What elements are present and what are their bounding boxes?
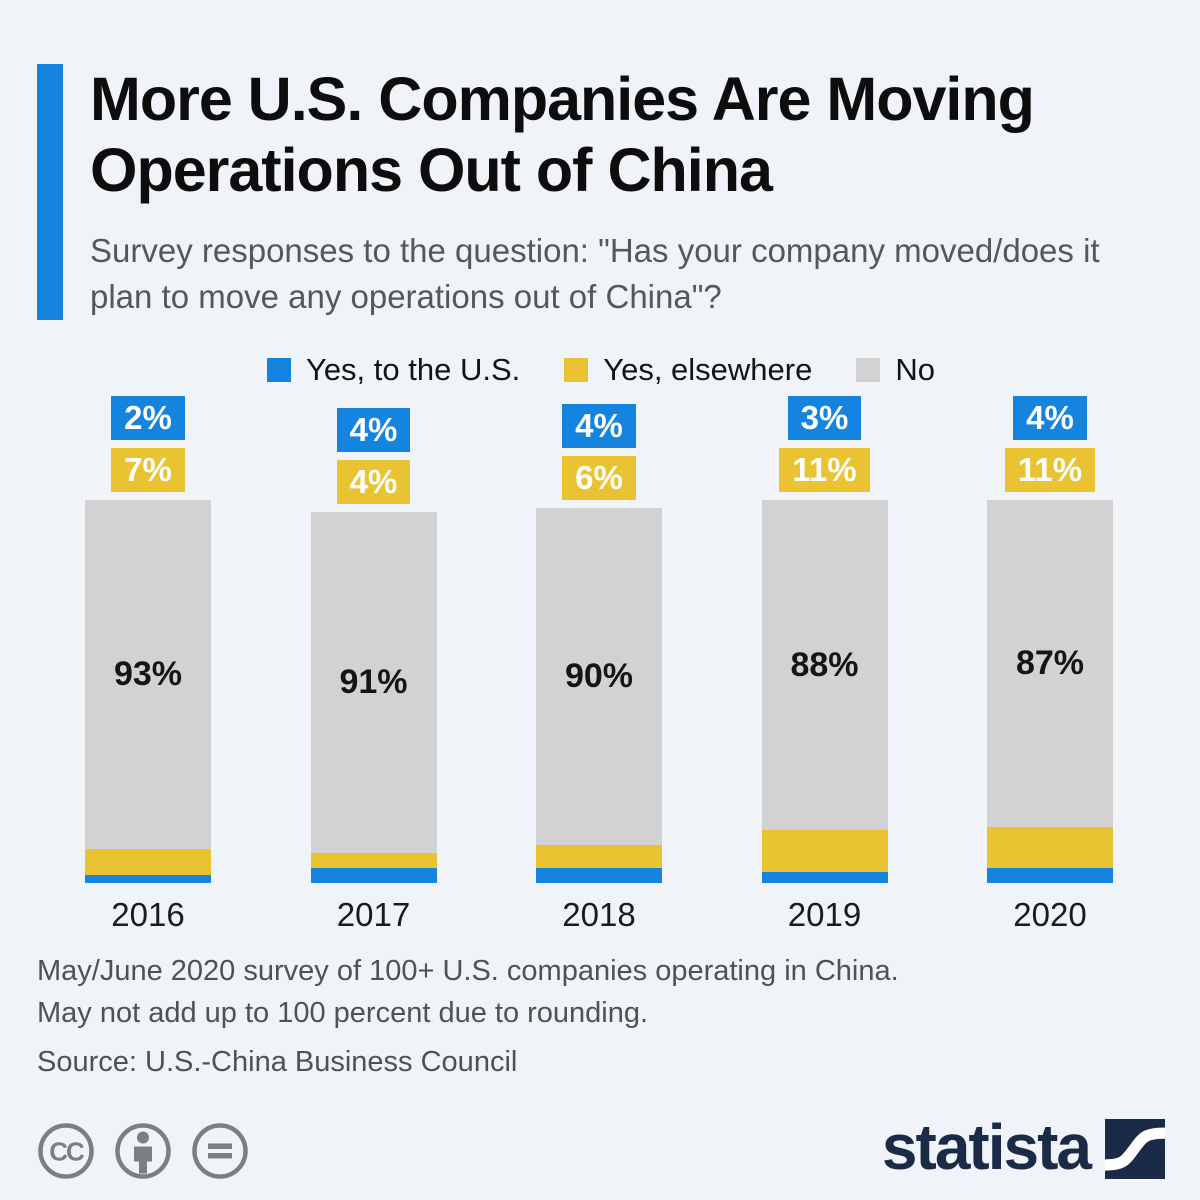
year-label-2020: 2020 <box>1013 895 1087 933</box>
legend-item-yes-elsewhere: Yes, elsewhere <box>564 352 812 388</box>
license-icons: CC <box>37 1122 249 1180</box>
bar-segment-us <box>761 871 888 883</box>
bar-segment-us <box>536 867 662 883</box>
bar-segment-no: 87% <box>987 500 1113 827</box>
bottom-row: CC statista <box>37 1111 1166 1187</box>
footer-note-2: May not add up to 100 percent due to rou… <box>37 996 649 1029</box>
bar-callout-elsewhere: 11% <box>779 448 870 493</box>
attribution-icon <box>114 1122 172 1180</box>
header: More U.S. Companies Are Moving Operation… <box>37 64 1165 320</box>
year-label-2019: 2019 <box>787 895 862 933</box>
bar-callout-us: 4% <box>336 407 411 452</box>
legend-swatch-gray <box>856 357 881 382</box>
bar-segment-elsewhere <box>536 845 662 868</box>
legend: Yes, to the U.S. Yes, elsewhere No <box>37 352 1165 388</box>
header-text: More U.S. Companies Are Moving Operation… <box>90 64 1100 320</box>
page-title: More U.S. Companies Are Moving Operation… <box>90 64 1100 206</box>
cc-icon: CC <box>37 1122 95 1180</box>
bar-segment-no: 93% <box>85 500 211 850</box>
bar-value-no: 87% <box>1015 644 1085 682</box>
legend-item-no: No <box>856 352 935 388</box>
year-label-2018: 2018 <box>562 895 636 933</box>
bar-segment-no: 88% <box>761 500 888 831</box>
bar-segment-no: 90% <box>536 507 662 846</box>
statista-logo-text: statista <box>881 1111 1092 1184</box>
statista-logo: statista <box>881 1111 1166 1187</box>
bar-segment-no: 91% <box>310 511 437 853</box>
legend-swatch-blue <box>266 357 291 382</box>
bar-segment-elsewhere <box>761 830 888 872</box>
bar-value-no: 90% <box>564 657 634 696</box>
bar-callout-elsewhere: 11% <box>1004 448 1096 493</box>
bar-callout-us: 3% <box>787 396 862 441</box>
bar-segment-us <box>85 875 211 883</box>
bar-callout-us: 4% <box>1013 396 1087 441</box>
statista-logo-mark <box>1104 1118 1166 1184</box>
bar-column-2016: 2% 7% 93% 2016 <box>85 396 211 934</box>
svg-text:CC: CC <box>49 1137 85 1167</box>
legend-label: Yes, elsewhere <box>603 351 813 387</box>
title-line-2: Operations Out of China <box>90 135 773 204</box>
bar-callout-us: 2% <box>111 396 185 441</box>
bar-callout-elsewhere: 7% <box>111 448 185 493</box>
accent-bar <box>37 64 63 320</box>
subtitle: Survey responses to the question: "Has y… <box>90 231 1100 315</box>
bar-value-no: 88% <box>790 645 859 684</box>
footer: May/June 2020 survey of 100+ U.S. compan… <box>37 950 1165 1083</box>
legend-label: Yes, to the U.S. <box>305 351 521 387</box>
legend-item-yes-us: Yes, to the U.S. <box>266 351 521 388</box>
legend-swatch-yellow <box>564 357 589 382</box>
bar-callout-elsewhere: 4% <box>336 459 411 504</box>
no-derivatives-icon <box>191 1122 249 1180</box>
year-label-2017: 2017 <box>336 895 411 933</box>
bar-segment-us <box>987 867 1113 883</box>
bar-column-2017: 4% 4% 91% 2017 <box>310 407 437 934</box>
bar-callout-elsewhere: 6% <box>562 455 636 500</box>
bar-segment-elsewhere <box>85 849 211 876</box>
bar-callout-us: 4% <box>562 403 636 448</box>
bar-column-2018: 4% 6% 90% 2018 <box>536 403 662 934</box>
bar-column-2019: 3% 11% 88% 2019 <box>761 396 888 934</box>
bar-segment-elsewhere <box>310 852 437 868</box>
year-label-2016: 2016 <box>111 895 185 933</box>
bar-value-no: 93% <box>113 655 183 694</box>
bar-segment-us <box>310 867 437 883</box>
bar-column-2020: 4% 11% 87% 2020 <box>987 396 1113 934</box>
bar-segment-elsewhere <box>987 826 1113 868</box>
chart-area: 2% 7% 93% 2016 4% 4% 91% 2017 4% 6% 90% 2018 3% 11% 88… <box>85 394 1113 934</box>
footer-note-1: May/June 2020 survey of 100+ U.S. compan… <box>37 954 899 987</box>
footer-source: Source: U.S.-China Business Council <box>37 1045 518 1078</box>
title-line-1: More U.S. Companies Are Moving <box>90 65 1035 133</box>
bar-value-no: 91% <box>339 662 408 701</box>
legend-label: No <box>895 351 935 387</box>
